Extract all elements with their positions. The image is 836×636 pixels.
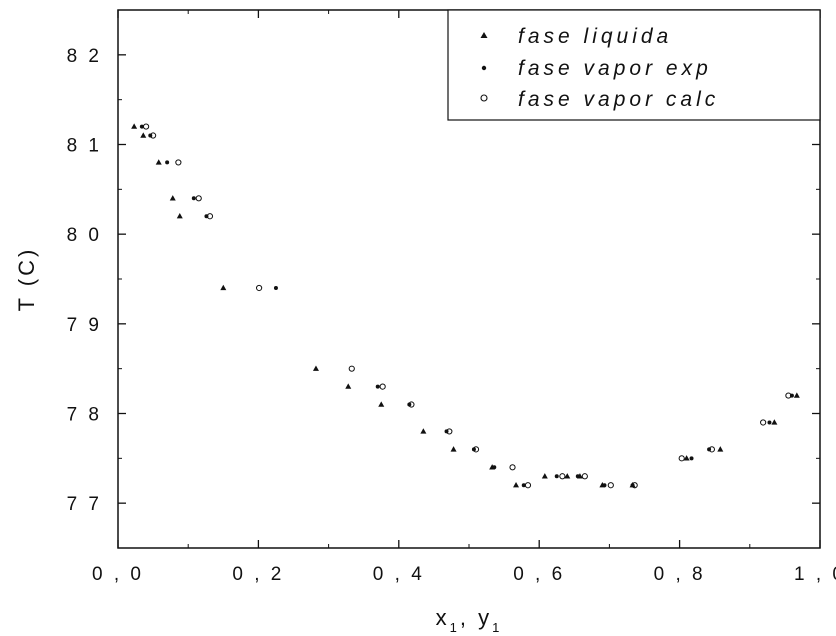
vapor-calc-point [509,464,516,471]
vapor-calc-point [348,365,355,372]
vapor-calc-point [195,195,202,202]
x-tick-label: 0 , 0 [92,564,144,585]
liquid-phase-point [378,401,385,407]
legend: fase liquida fase vapor exp fase vapor c… [447,9,821,121]
vapor-exp-point [273,285,278,290]
x-tick-label: 1 , 0 [794,564,836,585]
vapor-exp-point [575,474,580,479]
vapor-calc-point [206,213,214,220]
x-tick-label: 0 , 8 [654,564,706,585]
vapor-calc-point [379,383,386,390]
data-points [131,123,800,489]
x-axis-title-x: x [436,605,450,630]
vapor-calc-point [408,401,415,408]
liquid-phase-point [345,383,352,389]
y-tick-label: 7 7 [67,494,102,515]
legend-label-vapor-calc: fase vapor calc [518,88,719,111]
vapor-exp-point [139,124,144,129]
liquid-phase-point [683,455,690,461]
vapor-calc-point [631,482,638,489]
liquid-phase-point [220,284,227,291]
legend-dot-marker [481,65,487,71]
vapor-exp-point [554,474,559,479]
x-axis-title-sub-x: 1 [450,620,460,635]
liquid-phase-point [450,446,457,452]
vapor-calc-point [785,392,792,399]
y-axis-title: T (C) [14,247,39,312]
liquid-phase-point [140,132,147,138]
liquid-phase-point [771,419,778,425]
liquid-phase-point [793,392,800,398]
vapor-exp-point [521,483,526,488]
vapor-calc-point [559,473,566,480]
liquid-phase-point [420,428,427,434]
vapor-exp-point [492,465,497,470]
vapor-exp-point [375,384,380,389]
vapor-calc-point [150,132,157,139]
vapor-calc-point [142,123,150,130]
vapor-calc-point [760,419,767,426]
x-axis-title: x1, y1 [436,605,503,635]
liquid-phase-point [155,159,162,165]
liquid-phase-point [513,482,520,488]
liquid-phase-point [312,365,319,371]
legend-label-vapor-exp: fase vapor exp [518,57,712,80]
x-tick-label: 0 , 6 [513,564,565,585]
vapor-calc-point [607,482,614,489]
liquid-phase-point [541,473,548,479]
y-tick-label: 7 8 [67,405,102,426]
liquid-phase-point [131,123,138,129]
vapor-calc-point [524,482,532,489]
y-tick-label: 7 9 [67,315,102,336]
vapor-calc-point [472,446,480,453]
legend-box [447,9,821,121]
vapor-calc-point [678,455,685,462]
tick-labels: 0 , 0 0 , 2 0 , 4 0 , 6 0 , 8 1 , 0 7 7 7 8 7 9 8… [67,46,836,585]
liquid-phase-point [176,213,183,219]
y-tick-label: 8 0 [67,225,102,246]
legend-label-liquida: fase liquida [518,25,672,48]
y-tick-label: 8 2 [67,46,102,67]
vapor-calc-point [256,284,263,292]
x-axis-title-sub-y: 1 [492,620,502,635]
legend-triangle-marker [480,32,488,38]
vapor-exp-point [165,160,170,165]
x-tick-label: 0 , 2 [232,564,284,585]
x-tick-label: 0 , 4 [373,564,425,585]
vapor-calc-point [581,473,588,480]
y-tick-label: 8 1 [67,136,102,157]
vapor-exp-point [191,196,196,201]
vapor-exp-point [767,420,772,425]
vapor-exp-point [602,483,607,488]
vapor-exp-point [689,456,694,461]
vapor-calc-point [446,428,453,435]
vapor-calc-point [708,446,715,453]
legend-circle-marker [480,94,488,102]
x-axis-title-y: , y [460,605,492,630]
liquid-phase-point [564,473,571,479]
liquid-phase-point [169,195,176,201]
liquid-phase-point [717,446,724,452]
vapor-calc-point [175,159,182,166]
